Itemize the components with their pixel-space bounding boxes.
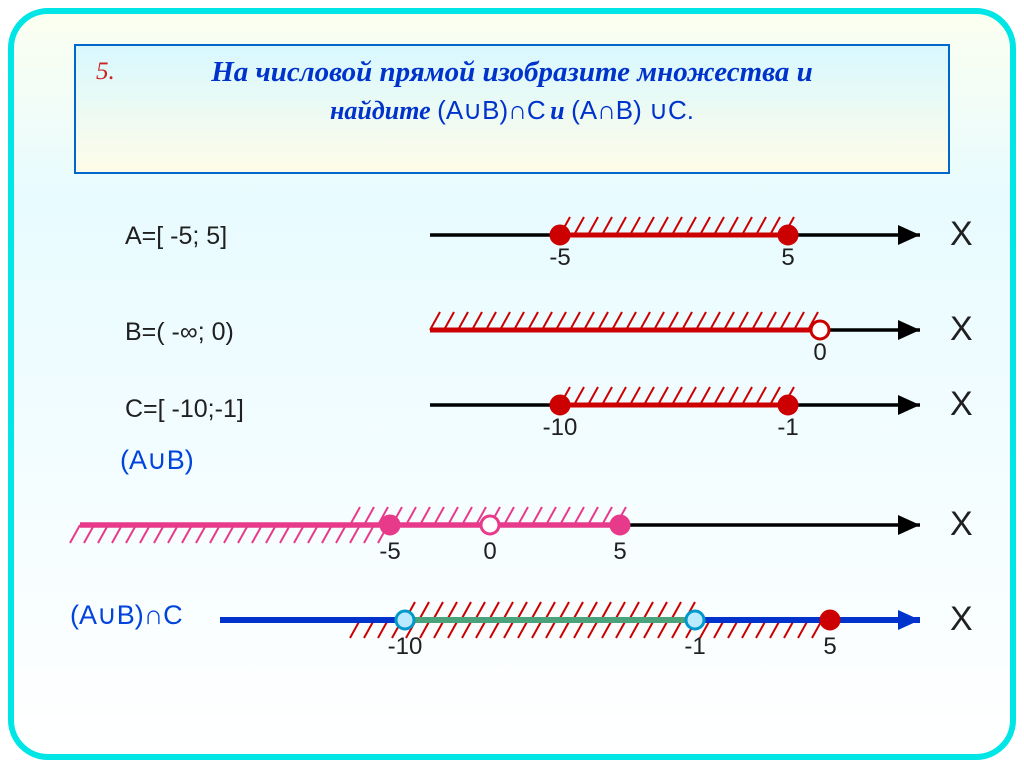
header-line1: На числовой прямой изобразите множества … (96, 56, 928, 89)
label-AuB: (А∪В) (120, 445, 194, 476)
label-A: А=[ -5; 5] (125, 222, 227, 251)
header-prefix: найдите (330, 96, 437, 125)
header-mid: и (550, 96, 571, 125)
header-box: 5. На числовой прямой изобразите множест… (74, 44, 950, 174)
label-C: С=[ -10;-1] (125, 395, 244, 424)
slide-frame: 5. На числовой прямой изобразите множест… (8, 8, 1016, 760)
header-expr2: (А∩В) ∪С. (571, 95, 694, 125)
label-AuBcapC: (А∪В)∩С (70, 600, 183, 631)
task-number: 5. (96, 58, 115, 86)
label-B: В=( -∞; 0) (125, 318, 234, 347)
header-expr1: (А∪В)∩С (437, 95, 546, 125)
